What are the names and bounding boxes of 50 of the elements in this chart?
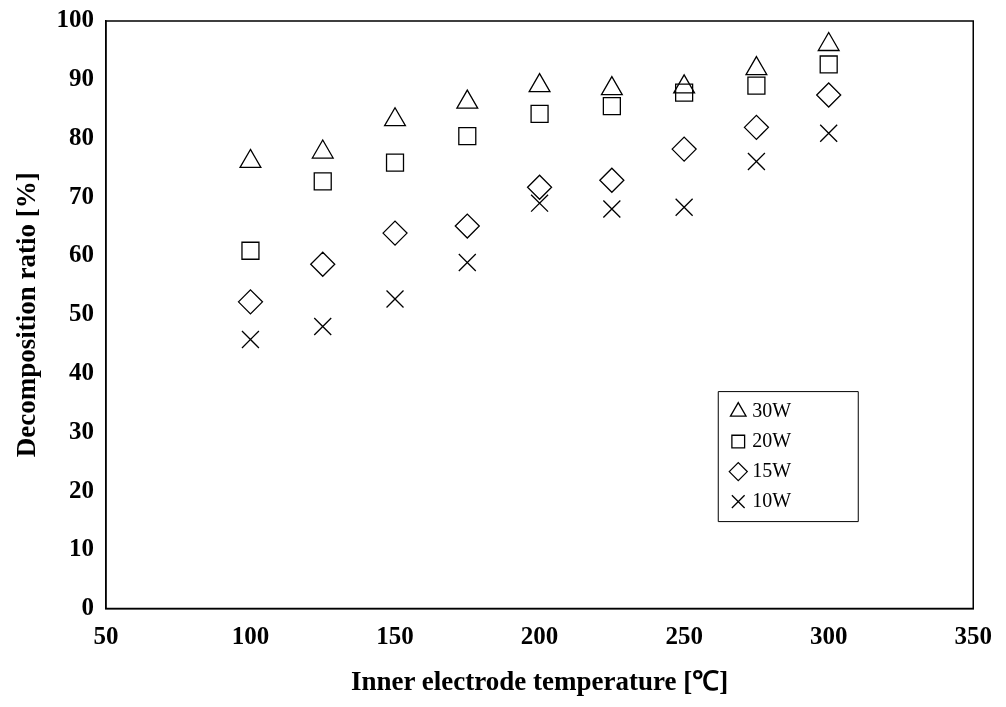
y-tick-label: 100 bbox=[56, 5, 94, 33]
point bbox=[747, 152, 766, 171]
point bbox=[743, 114, 770, 141]
point bbox=[671, 136, 697, 162]
y-tick-label: 30 bbox=[68, 416, 94, 444]
point bbox=[747, 76, 766, 95]
point bbox=[454, 213, 480, 239]
point bbox=[313, 317, 332, 336]
x-tick-label: 200 bbox=[520, 622, 559, 650]
point bbox=[819, 124, 838, 143]
legend-label: 30W bbox=[752, 398, 792, 421]
x-tick-label: 100 bbox=[231, 622, 270, 650]
point bbox=[819, 55, 838, 74]
point bbox=[458, 127, 477, 146]
y-tick-label: 0 bbox=[81, 593, 94, 621]
point bbox=[310, 251, 336, 277]
legend-label: 15W bbox=[752, 458, 792, 481]
point bbox=[599, 167, 625, 193]
point bbox=[816, 82, 842, 108]
point bbox=[602, 199, 621, 219]
x-tick-label: 300 bbox=[809, 622, 848, 650]
y-tick-label: 90 bbox=[68, 64, 94, 92]
point bbox=[237, 289, 264, 315]
y-tick-label: 20 bbox=[68, 475, 94, 503]
legend-label: 20W bbox=[752, 428, 792, 451]
point bbox=[458, 253, 477, 272]
x-tick-label: 50 bbox=[93, 622, 119, 650]
y-tick-label: 10 bbox=[68, 534, 94, 562]
point bbox=[313, 172, 332, 191]
point bbox=[675, 198, 694, 217]
point bbox=[382, 220, 408, 246]
x-tick-label: 150 bbox=[376, 622, 414, 650]
point bbox=[526, 174, 553, 200]
y-tick-label: 80 bbox=[68, 122, 94, 150]
y-tick-label: 50 bbox=[68, 299, 94, 327]
x-tick-label: 250 bbox=[665, 622, 703, 650]
point bbox=[530, 194, 549, 213]
point bbox=[241, 241, 260, 260]
y-tick-label: 40 bbox=[68, 358, 94, 386]
y-tick-label: 70 bbox=[68, 181, 94, 209]
point bbox=[241, 330, 260, 349]
point bbox=[530, 104, 549, 123]
legend-label: 10W bbox=[752, 488, 792, 511]
point bbox=[385, 289, 405, 309]
point bbox=[602, 97, 621, 116]
y-axis-title: Decomposition ratio [%] bbox=[11, 172, 42, 458]
x-tick-label: 350 bbox=[954, 622, 992, 650]
point bbox=[385, 153, 405, 172]
y-tick-label: 60 bbox=[68, 240, 94, 268]
x-axis-title: Inner electrode temperature [℃] bbox=[351, 665, 729, 696]
